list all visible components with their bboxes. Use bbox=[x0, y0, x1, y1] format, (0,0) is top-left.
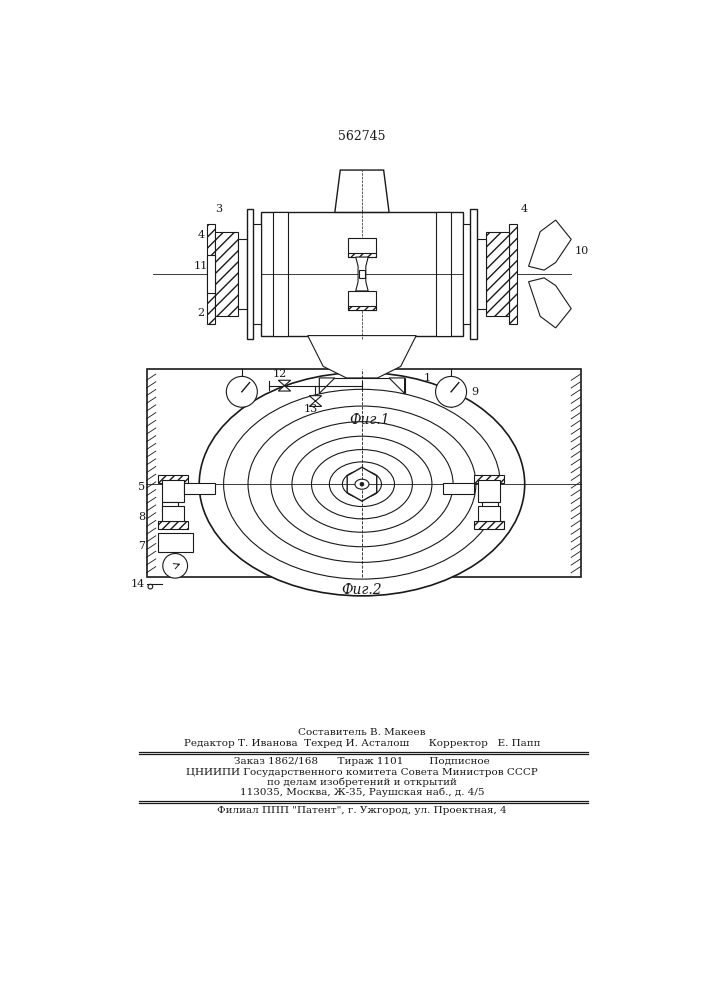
Polygon shape bbox=[320, 378, 335, 393]
Bar bbox=[443, 483, 474, 494]
Bar bbox=[247, 209, 253, 339]
Bar bbox=[273, 212, 288, 336]
Text: 113035, Москва, Ж-35, Раушская наб., д. 4/5: 113035, Москва, Ж-35, Раушская наб., д. … bbox=[240, 787, 484, 797]
Text: 11: 11 bbox=[194, 261, 208, 271]
Polygon shape bbox=[389, 378, 404, 393]
Bar bbox=[162, 502, 177, 512]
Text: 1: 1 bbox=[424, 373, 431, 383]
Bar bbox=[478, 506, 500, 521]
Bar bbox=[215, 232, 238, 316]
Bar bbox=[348, 306, 376, 310]
Ellipse shape bbox=[355, 479, 369, 489]
Bar bbox=[348, 291, 376, 310]
Text: 8: 8 bbox=[138, 512, 145, 522]
Bar bbox=[184, 483, 215, 494]
Text: 3: 3 bbox=[215, 204, 222, 214]
Bar bbox=[207, 224, 215, 324]
Bar bbox=[436, 212, 451, 336]
Ellipse shape bbox=[312, 450, 412, 519]
Text: Филиал ППП "Патент", г. Ужгород, ул. Проектная, 4: Филиал ППП "Патент", г. Ужгород, ул. Про… bbox=[217, 806, 507, 815]
Bar bbox=[238, 239, 247, 309]
Ellipse shape bbox=[199, 373, 525, 596]
Text: 13: 13 bbox=[304, 404, 318, 414]
Bar bbox=[478, 480, 500, 502]
Ellipse shape bbox=[271, 422, 453, 547]
Text: по делам изобретений и открытий: по делам изобретений и открытий bbox=[267, 777, 457, 787]
Polygon shape bbox=[529, 278, 571, 328]
Ellipse shape bbox=[223, 389, 501, 579]
Text: 14: 14 bbox=[131, 579, 145, 589]
Text: 7: 7 bbox=[138, 541, 145, 551]
Circle shape bbox=[148, 584, 153, 589]
Polygon shape bbox=[309, 396, 322, 406]
Text: ЦНИИПИ Государственного комитета Совета Министров СССР: ЦНИИПИ Государственного комитета Совета … bbox=[186, 768, 538, 777]
Polygon shape bbox=[356, 257, 368, 291]
Circle shape bbox=[436, 376, 467, 407]
Text: Заказ 1862/168      Тираж 1101        Подписное: Заказ 1862/168 Тираж 1101 Подписное bbox=[234, 757, 490, 766]
Bar bbox=[162, 506, 184, 521]
Text: 2: 2 bbox=[197, 308, 204, 318]
Text: Фиг.1: Фиг.1 bbox=[349, 413, 390, 427]
Circle shape bbox=[163, 554, 187, 578]
Text: 12: 12 bbox=[273, 369, 287, 379]
Polygon shape bbox=[335, 170, 389, 212]
Bar bbox=[162, 480, 184, 502]
Ellipse shape bbox=[342, 471, 382, 498]
Bar bbox=[474, 475, 504, 483]
Text: 4: 4 bbox=[197, 231, 204, 240]
Ellipse shape bbox=[329, 462, 395, 507]
Bar bbox=[320, 378, 404, 393]
Bar bbox=[146, 369, 580, 577]
Bar bbox=[158, 533, 193, 552]
Bar bbox=[509, 224, 517, 324]
Text: Составитель В. Макеев: Составитель В. Макеев bbox=[298, 728, 426, 737]
Text: 9: 9 bbox=[472, 387, 479, 397]
Circle shape bbox=[226, 376, 257, 407]
Bar bbox=[250, 224, 261, 324]
Bar bbox=[158, 475, 187, 483]
Text: 10: 10 bbox=[575, 246, 590, 256]
Ellipse shape bbox=[248, 406, 476, 562]
Text: 5: 5 bbox=[138, 482, 145, 492]
Polygon shape bbox=[529, 220, 571, 270]
Text: Редактор Т. Иванова  Техред И. Асталош      Корректор   Е. Папп: Редактор Т. Иванова Техред И. Асталош Ко… bbox=[184, 739, 540, 748]
Bar bbox=[261, 212, 462, 336]
Text: 562745: 562745 bbox=[338, 130, 386, 143]
Bar bbox=[474, 521, 504, 529]
Bar bbox=[486, 232, 509, 316]
Text: 4: 4 bbox=[521, 204, 528, 214]
Bar bbox=[348, 238, 376, 257]
Polygon shape bbox=[308, 336, 416, 378]
Bar bbox=[470, 209, 477, 339]
Bar bbox=[359, 270, 365, 278]
Circle shape bbox=[360, 482, 364, 486]
Ellipse shape bbox=[292, 436, 432, 532]
Text: Фиг.2: Фиг.2 bbox=[341, 583, 382, 597]
Bar bbox=[348, 253, 376, 257]
Bar bbox=[158, 521, 187, 529]
Bar bbox=[477, 239, 486, 309]
Bar bbox=[462, 224, 474, 324]
Polygon shape bbox=[279, 380, 291, 391]
Polygon shape bbox=[347, 467, 377, 501]
Bar bbox=[482, 502, 498, 512]
Bar bbox=[207, 255, 215, 293]
